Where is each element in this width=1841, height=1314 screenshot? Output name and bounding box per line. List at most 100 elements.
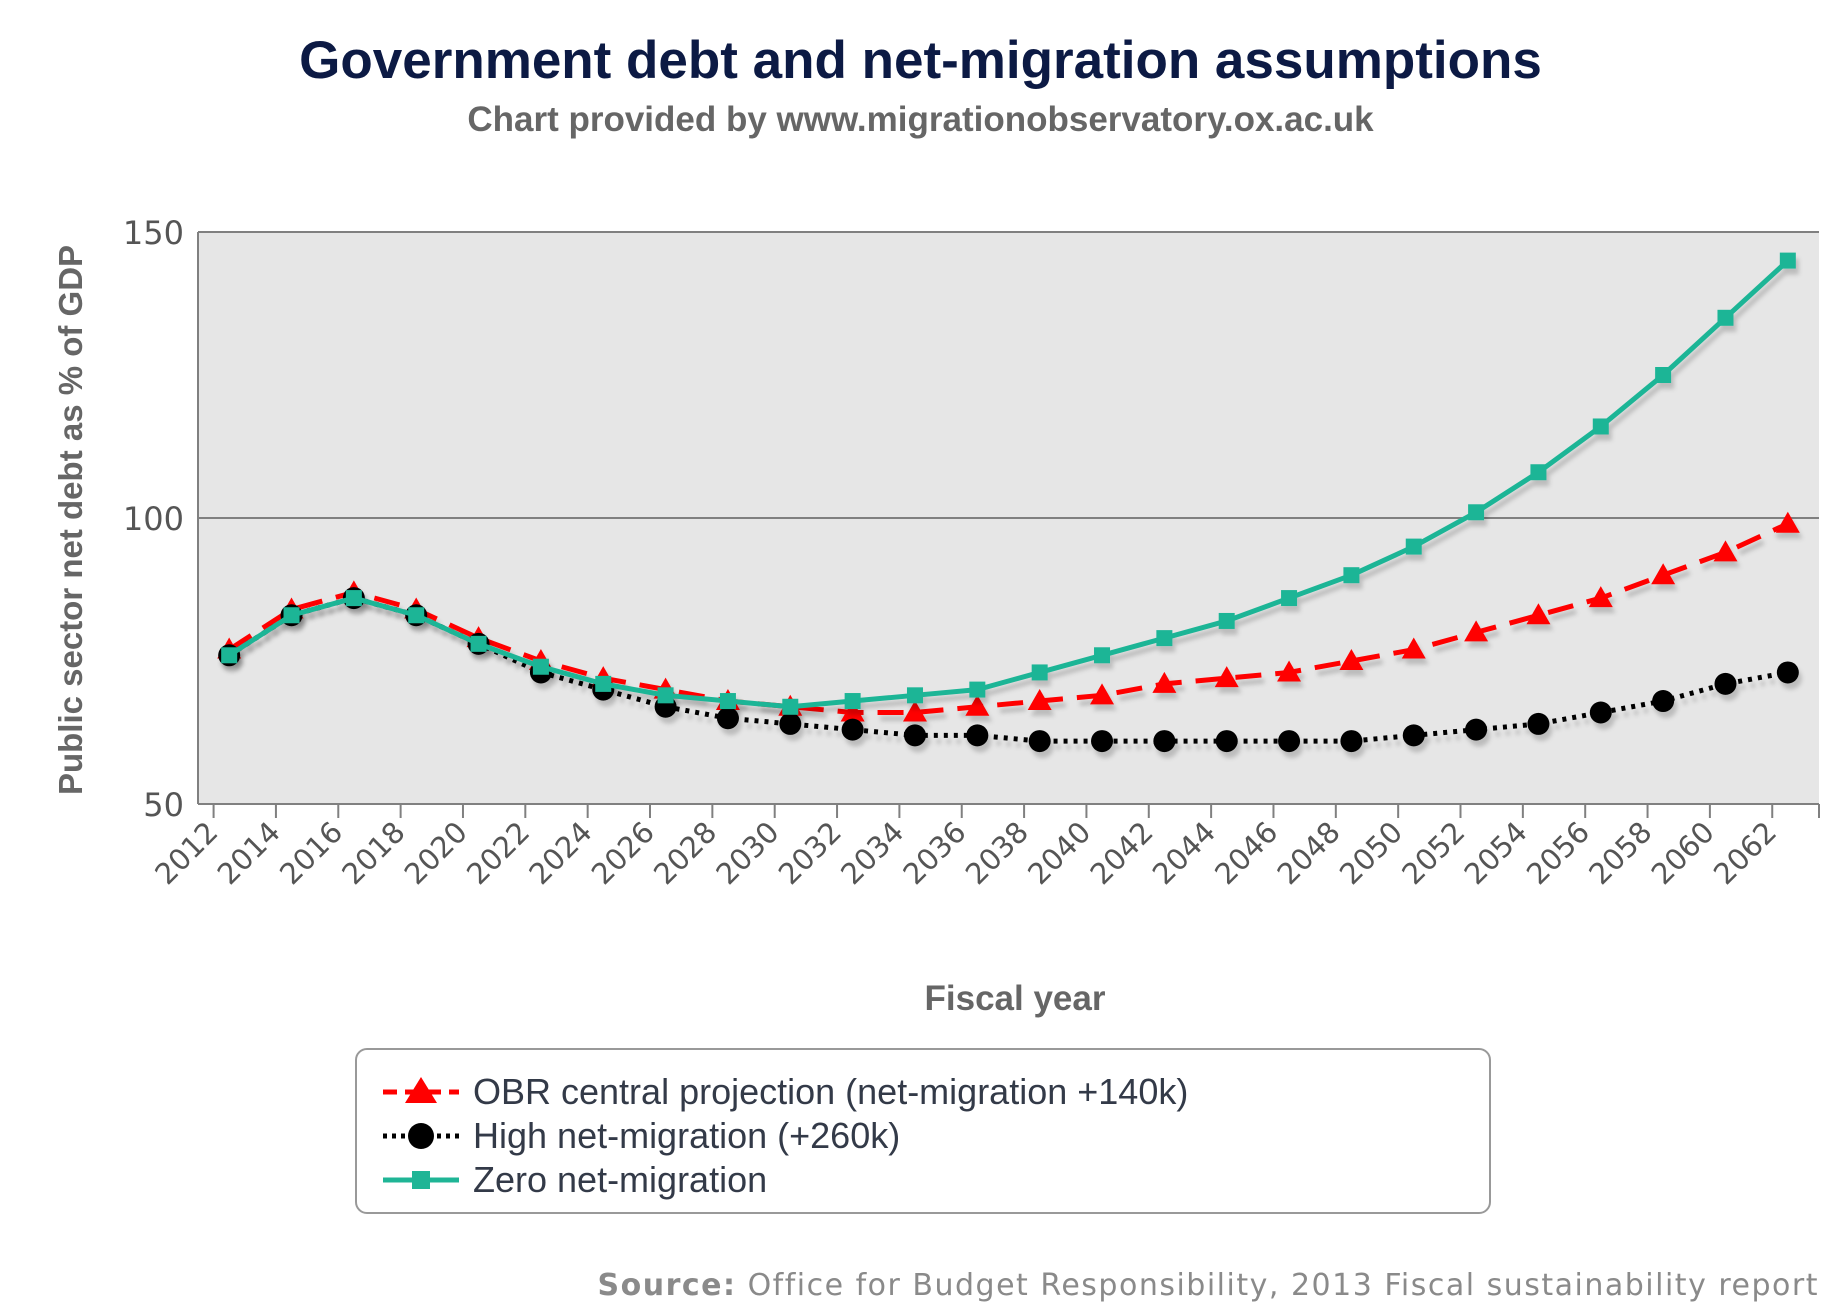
data-point-square[interactable] <box>1343 567 1360 584</box>
y-tick-label: 150 <box>123 214 184 252</box>
data-point-circle[interactable] <box>779 712 802 735</box>
x-tick-label: 2024 <box>522 815 598 891</box>
data-point-triangle[interactable] <box>1027 689 1052 711</box>
data-point-circle[interactable] <box>1215 730 1238 753</box>
data-point-circle[interactable] <box>1776 661 1799 684</box>
data-point-square[interactable] <box>221 647 238 664</box>
x-tick-label: 2030 <box>709 815 785 891</box>
data-point-triangle[interactable] <box>1526 603 1551 625</box>
x-tick-label: 2060 <box>1645 815 1721 891</box>
data-point-circle[interactable] <box>1402 724 1425 747</box>
legend-label-obr: OBR central projection (net-migration +1… <box>473 1071 1189 1112</box>
x-tick-label: 2040 <box>1021 815 1097 891</box>
legend-swatch-triangle <box>383 1077 459 1103</box>
data-point-square[interactable] <box>1717 309 1734 326</box>
data-point-circle[interactable] <box>716 707 739 730</box>
x-axis-label: Fiscal year <box>925 979 1106 1018</box>
source-note: Source: Office for Budget Responsibility… <box>598 1268 1819 1303</box>
chart-subtitle: Chart provided by www.migrationobservato… <box>467 100 1374 139</box>
data-point-square[interactable] <box>782 698 799 715</box>
data-point-triangle[interactable] <box>1651 563 1676 585</box>
data-point-triangle[interactable] <box>1277 660 1302 682</box>
data-point-circle[interactable] <box>1589 701 1612 724</box>
data-point-square[interactable] <box>1094 647 1111 664</box>
x-tick-label: 2034 <box>834 815 910 891</box>
data-point-circle[interactable] <box>841 718 864 741</box>
x-tick-label: 2016 <box>273 815 349 891</box>
legend-label-zero: Zero net-migration <box>473 1159 768 1200</box>
x-tick-label: 2032 <box>772 815 848 891</box>
data-point-circle[interactable] <box>1028 730 1051 753</box>
data-point-circle[interactable] <box>1714 672 1737 695</box>
data-point-square[interactable] <box>1031 664 1048 681</box>
x-tick-label: 2052 <box>1395 815 1471 891</box>
x-tick-label: 2020 <box>398 815 474 891</box>
x-tick-label: 2054 <box>1458 815 1534 891</box>
data-point-circle[interactable] <box>966 724 989 747</box>
data-point-square[interactable] <box>657 687 674 704</box>
data-point-circle[interactable] <box>1091 730 1114 753</box>
data-point-circle[interactable] <box>903 724 926 747</box>
x-tick-label: 2012 <box>148 815 224 891</box>
data-point-square[interactable] <box>1218 612 1235 629</box>
data-point-circle[interactable] <box>1465 718 1488 741</box>
data-point-square[interactable] <box>1530 464 1547 481</box>
data-point-triangle[interactable] <box>1464 620 1489 642</box>
y-axis-label: Public sector net debt as % of GDP <box>52 245 89 795</box>
legend-item-zero[interactable]: Zero net-migration <box>381 1158 767 1202</box>
data-point-circle[interactable] <box>1652 690 1675 713</box>
x-tick-label: 2028 <box>647 815 723 891</box>
source-label: Source: <box>597 1268 737 1303</box>
legend-item-obr[interactable]: OBR central projection (net-migration +1… <box>381 1070 1188 1114</box>
x-tick-label: 2042 <box>1083 815 1159 891</box>
data-point-square[interactable] <box>1156 630 1173 647</box>
data-point-square[interactable] <box>1655 367 1672 383</box>
data-point-square[interactable] <box>408 607 425 624</box>
y-tick-label: 100 <box>123 500 184 538</box>
data-point-square[interactable] <box>345 590 362 607</box>
x-tick-label: 2036 <box>896 815 972 891</box>
data-point-triangle[interactable] <box>1214 666 1239 688</box>
data-point-triangle[interactable] <box>1588 586 1613 608</box>
data-point-triangle[interactable] <box>1339 649 1364 670</box>
data-point-triangle[interactable] <box>902 700 927 722</box>
x-tick-label: 2014 <box>211 815 287 891</box>
source-text: Office for Budget Responsibility, 2013 F… <box>747 1268 1819 1303</box>
data-point-square[interactable] <box>906 687 923 704</box>
data-point-circle[interactable] <box>1278 730 1301 753</box>
y-tick-label: 50 <box>143 786 184 824</box>
series-layer <box>217 252 1800 753</box>
data-point-circle[interactable] <box>1527 712 1550 735</box>
x-tick-label: 2044 <box>1146 815 1222 891</box>
data-point-circle[interactable] <box>1340 730 1363 753</box>
data-point-square[interactable] <box>470 635 487 652</box>
x-tick-label: 2056 <box>1520 815 1596 891</box>
x-tick-label: 2048 <box>1271 815 1347 891</box>
data-point-square[interactable] <box>532 658 549 675</box>
data-point-square[interactable] <box>1779 252 1796 269</box>
data-point-triangle[interactable] <box>1775 511 1800 533</box>
data-point-triangle[interactable] <box>1090 683 1115 705</box>
data-point-square[interactable] <box>595 675 612 692</box>
data-point-square[interactable] <box>1281 590 1298 607</box>
data-point-square[interactable] <box>969 681 986 698</box>
data-point-square[interactable] <box>1468 504 1485 521</box>
data-point-square[interactable] <box>844 693 861 710</box>
x-tick-label: 2050 <box>1333 815 1409 891</box>
data-point-square[interactable] <box>283 607 300 624</box>
data-point-square[interactable] <box>719 693 736 710</box>
data-point-circle[interactable] <box>1153 730 1176 753</box>
x-tick-label: 2058 <box>1582 815 1658 891</box>
data-point-square[interactable] <box>1405 538 1422 555</box>
data-point-square[interactable] <box>1592 418 1609 435</box>
data-point-triangle[interactable] <box>1401 637 1426 659</box>
data-point-triangle[interactable] <box>1152 671 1177 693</box>
legend-item-high[interactable]: High net-migration (+260k) <box>381 1114 900 1158</box>
data-point-triangle[interactable] <box>965 694 990 716</box>
data-point-triangle[interactable] <box>840 700 865 722</box>
legend-swatch-square <box>383 1171 459 1189</box>
series-line <box>227 258 1790 710</box>
data-point-triangle[interactable] <box>1713 540 1738 562</box>
x-tick-label: 2046 <box>1208 815 1284 891</box>
